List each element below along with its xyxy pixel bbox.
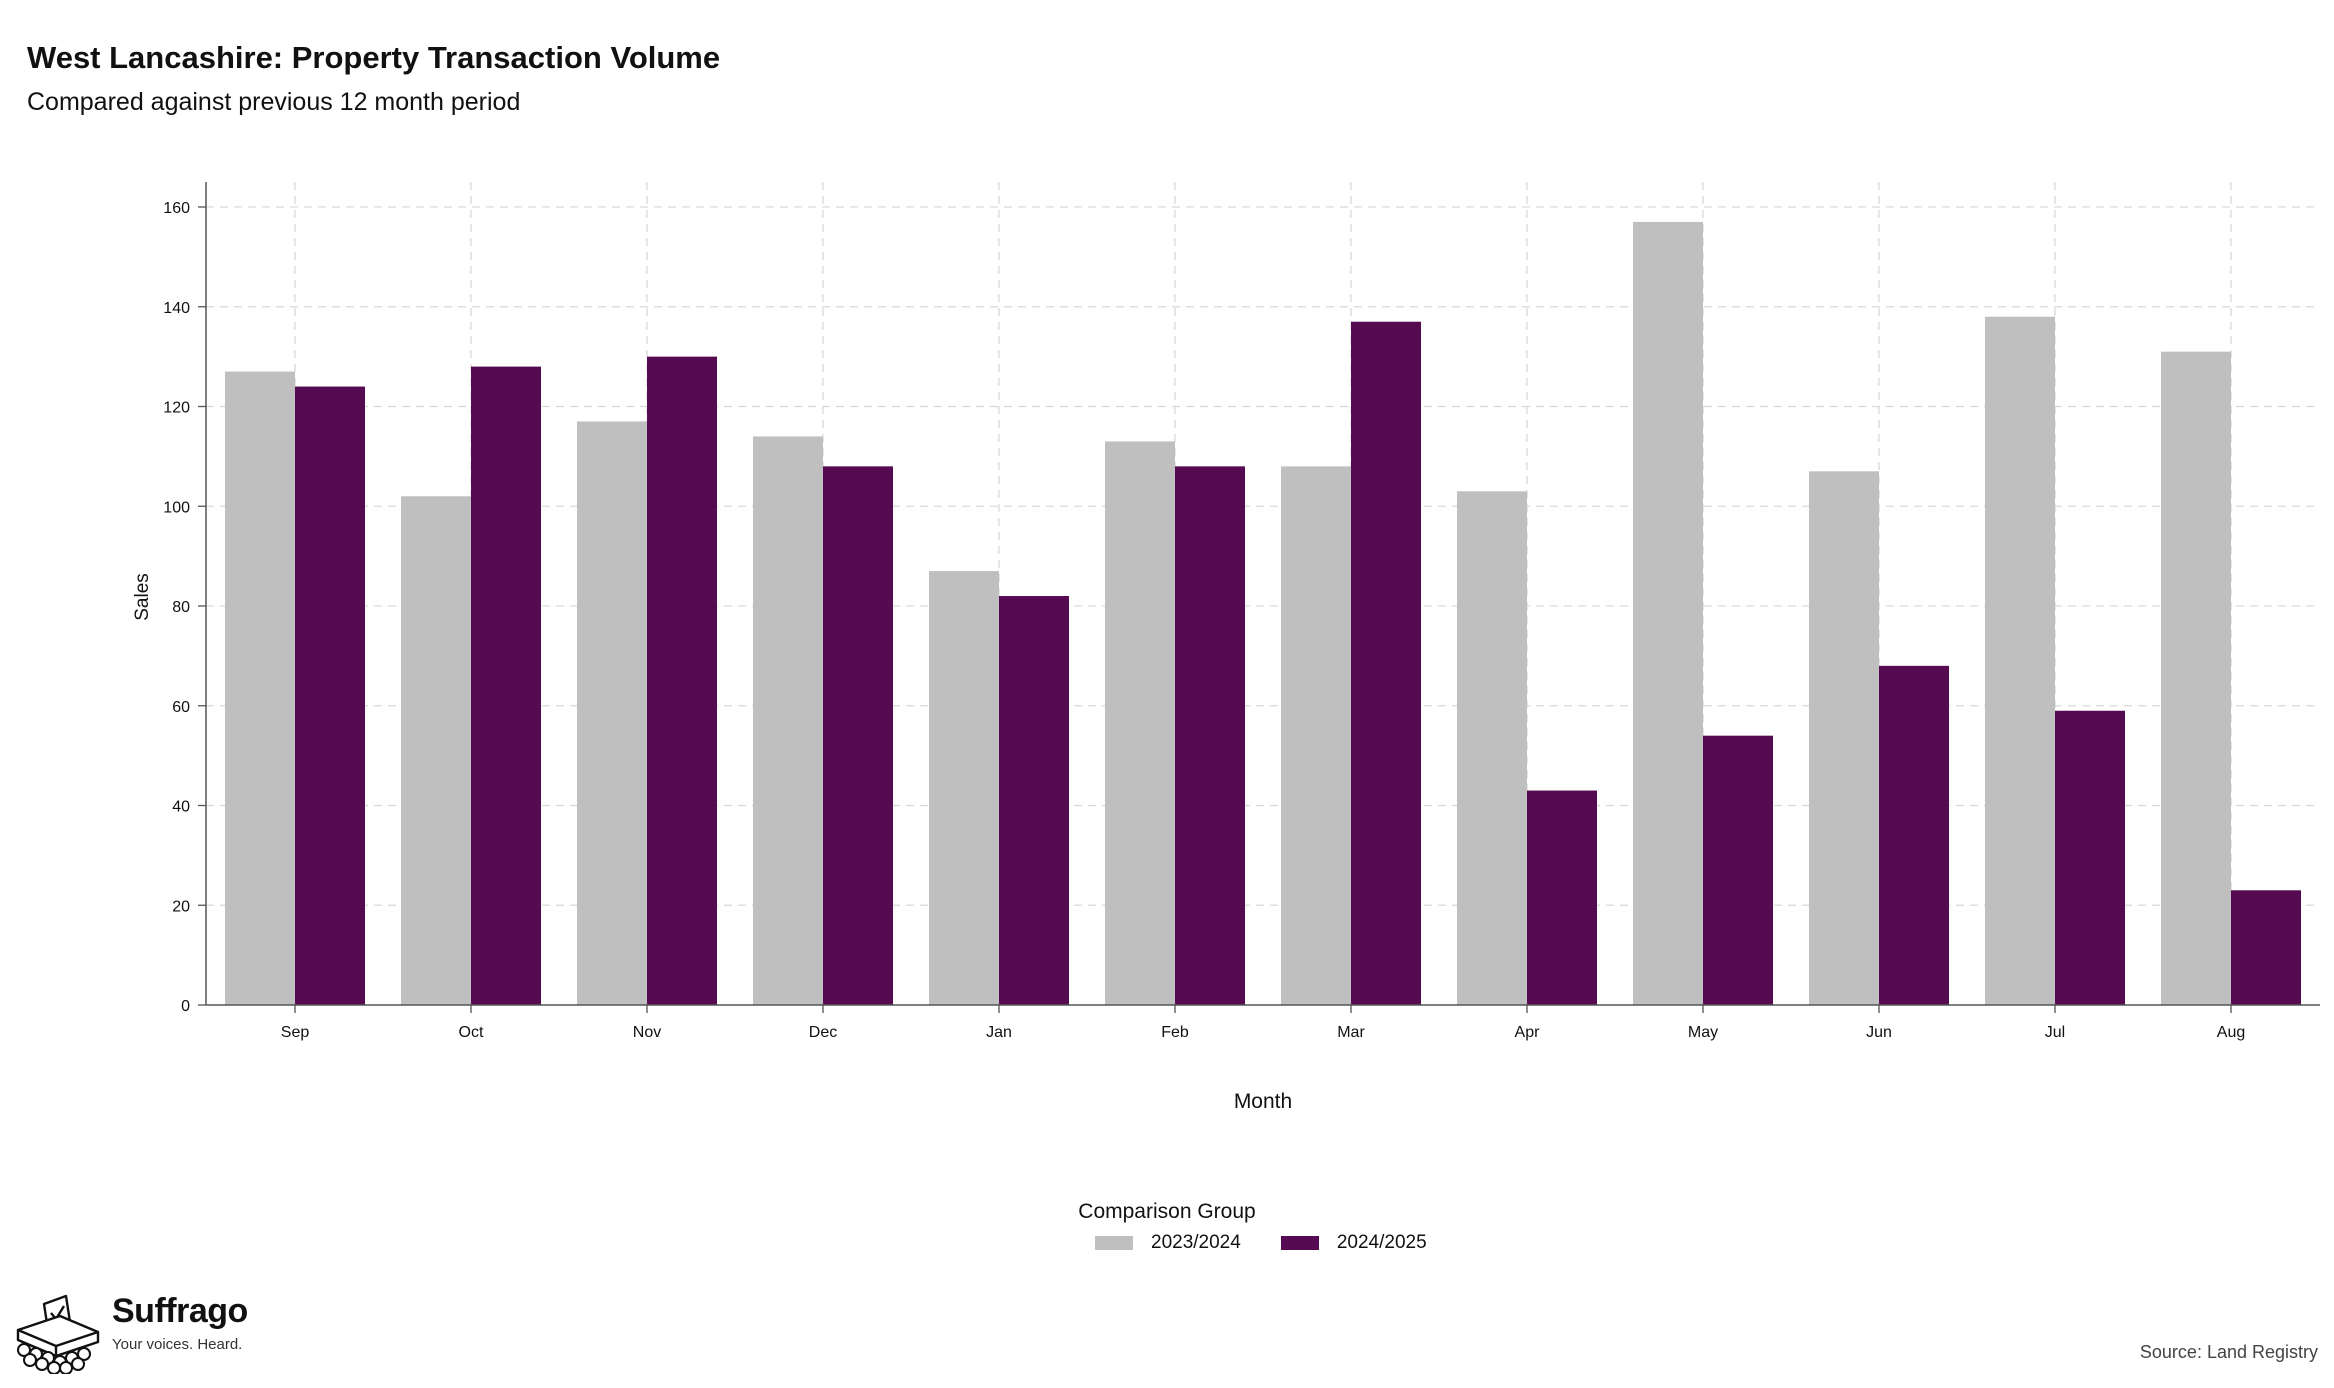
x-tick-label: Oct xyxy=(459,1024,484,1041)
x-tick-label: Aug xyxy=(2217,1024,2245,1041)
brand-name: Suffrago xyxy=(112,1292,248,1330)
bar-2024-2025-dec xyxy=(823,466,893,1006)
y-tick-label: 40 xyxy=(172,799,190,816)
bar-2023-2024-aug xyxy=(2161,351,2231,1005)
y-tick-label: 20 xyxy=(172,898,190,915)
bar-2024-2025-jan xyxy=(999,596,1069,1005)
bar-2024-2025-jul xyxy=(2055,710,2125,1005)
bar-2023-2024-apr xyxy=(1457,491,1527,1006)
x-tick-label: Jan xyxy=(986,1024,1012,1041)
legend-item-2023-2024: 2023/2024 xyxy=(1095,1232,1241,1254)
y-tick-label: 160 xyxy=(163,200,190,217)
bar-2023-2024-nov xyxy=(577,421,647,1005)
bar-2023-2024-may xyxy=(1633,221,1703,1005)
brand-tagline: Your voices. Heard. xyxy=(112,1336,243,1353)
y-tick-label: 0 xyxy=(181,998,190,1015)
legend-item-2024-2025: 2024/2025 xyxy=(1280,1232,1427,1254)
y-tick-label: 80 xyxy=(172,599,190,616)
suffrago-logo: Suffrago Your voices. Heard. xyxy=(14,1292,248,1374)
bar-2024-2025-aug xyxy=(2231,890,2301,1005)
legend: 2023/2024 2024/2025 xyxy=(1095,1232,1467,1254)
bar-2024-2025-apr xyxy=(1527,790,1597,1005)
axes: 0 20 40 60 80 100 120 140 160 Sep Oct Nov Dec Jan Feb M… xyxy=(163,182,2320,1041)
bar-chart: 0 20 40 60 80 100 120 140 160 Sep Oct Nov Dec Jan Feb M… xyxy=(132,182,2320,1113)
y-tick-label: 140 xyxy=(163,300,190,317)
legend-swatch-2024-2025 xyxy=(1280,1236,1319,1250)
x-tick-label: Mar xyxy=(1337,1024,1365,1041)
y-tick-label: 60 xyxy=(172,699,190,716)
ballot-box-icon xyxy=(16,1294,100,1374)
bar-2023-2024-mar xyxy=(1281,466,1351,1006)
bar-2023-2024-feb xyxy=(1105,441,1175,1006)
x-tick-label: Sep xyxy=(281,1024,310,1041)
x-tick-label: Feb xyxy=(1161,1024,1189,1041)
bar-2024-2025-feb xyxy=(1175,466,1245,1006)
x-tick-label: May xyxy=(1688,1024,1718,1041)
chart-title: West Lancashire: Property Transaction Vo… xyxy=(27,40,721,75)
x-tick-label: Jul xyxy=(2045,1024,2065,1041)
bar-2024-2025-may xyxy=(1703,735,1773,1005)
y-tick-label: 100 xyxy=(163,499,190,516)
bar-2023-2024-oct xyxy=(401,496,471,1005)
bar-2023-2024-sep xyxy=(225,371,295,1005)
legend-label-2024-2025: 2024/2025 xyxy=(1336,1232,1427,1253)
bar-2024-2025-jun xyxy=(1879,665,1949,1005)
bar-2023-2024-dec xyxy=(753,436,823,1005)
x-tick-label: Nov xyxy=(633,1024,661,1041)
y-axis-label: Sales xyxy=(132,573,153,621)
legend-title: Comparison Group xyxy=(1078,1200,1256,1223)
x-axis-label: Month xyxy=(1234,1090,1292,1113)
bar-2024-2025-sep xyxy=(295,386,365,1005)
bar-2024-2025-nov xyxy=(647,356,717,1005)
x-tick-label: Apr xyxy=(1515,1024,1541,1041)
source-note: Source: Land Registry xyxy=(2139,1342,2318,1362)
bars xyxy=(225,221,2301,1006)
legend-label-2023-2024: 2023/2024 xyxy=(1151,1232,1241,1253)
bar-2024-2025-oct xyxy=(471,366,541,1006)
bar-2023-2024-jan xyxy=(929,571,999,1005)
x-tick-label: Dec xyxy=(809,1024,837,1041)
y-tick-label: 120 xyxy=(163,400,190,417)
bar-2023-2024-jul xyxy=(1985,316,2055,1006)
legend-swatch-2023-2024 xyxy=(1095,1236,1133,1250)
bar-2023-2024-jun xyxy=(1809,471,1879,1005)
chart-subtitle: Compared against previous 12 month perio… xyxy=(27,88,521,116)
bar-2024-2025-mar xyxy=(1351,321,1421,1005)
x-tick-label: Jun xyxy=(1866,1024,1892,1041)
